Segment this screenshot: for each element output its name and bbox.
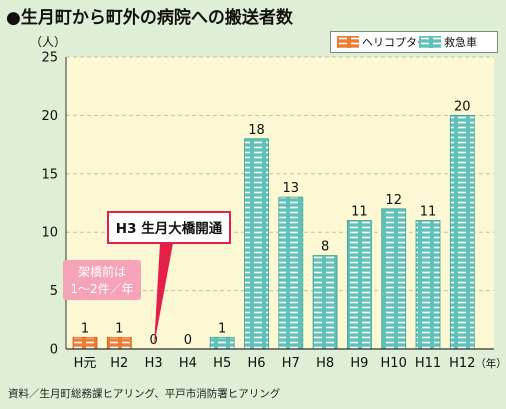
x-tick-label: H元 — [74, 356, 97, 371]
bar-helicopter — [72, 336, 98, 350]
bar-ambulance — [209, 336, 235, 350]
bar-ambulance — [381, 208, 407, 350]
data-label: 1 — [218, 321, 226, 336]
bars — [72, 115, 475, 350]
bridge-callout-box — [107, 211, 231, 244]
x-tick-label: H5 — [213, 356, 231, 371]
bridge-callout-pointer — [154, 243, 173, 346]
bar-ambulance — [346, 220, 372, 350]
bar-ambulance — [278, 196, 304, 350]
y-tick-label: 5 — [50, 284, 58, 299]
x-tick-label: H9 — [350, 356, 368, 371]
x-tick-label: H6 — [247, 356, 265, 371]
legend-item-ambulance: 救急車 — [419, 34, 477, 50]
data-label: 11 — [351, 205, 368, 220]
source-note: 資料／生月町総務課ヒアリング、平戸市消防署ヒアリング — [8, 388, 281, 400]
before-bridge-line2: 1～2件／年 — [70, 282, 133, 296]
y-tick-label: 0 — [50, 343, 58, 358]
data-label: 13 — [283, 181, 300, 196]
helicopter-swatch — [337, 36, 359, 48]
data-label: 8 — [321, 240, 329, 255]
data-label: 1 — [81, 321, 89, 336]
bridge-annotation: H3 生月大橋開通 — [107, 211, 231, 346]
bar-helicopter — [106, 336, 132, 350]
x-axis-label: （年） — [475, 357, 506, 370]
x-tick-label: H8 — [316, 356, 334, 371]
bar-ambulance — [244, 138, 269, 350]
axes — [65, 57, 494, 350]
data-label: 1 — [115, 321, 123, 336]
y-tick-label: 25 — [41, 51, 58, 66]
bar-ambulance — [449, 115, 475, 350]
x-tick-label: H10 — [381, 356, 407, 371]
legend: ヘリコプター 救急車 — [330, 31, 498, 53]
tick-and-data-labels: 0 5 10 15 20 25 （人） 1 H元 1 H2 0 H3 0 H4 1 H5 18 H6 13 H7 8 H8 1… — [30, 35, 506, 371]
data-label: 0 — [184, 333, 192, 348]
before-bridge-annotation: 架橋前は 1～2件／年 — [63, 260, 141, 300]
data-label: 18 — [248, 123, 265, 138]
before-bridge-line1: 架橋前は — [78, 264, 126, 279]
data-label: 11 — [420, 205, 437, 220]
y-tick-label: 15 — [41, 167, 58, 182]
legend-item-helicopter: ヘリコプター — [337, 34, 428, 50]
bar-ambulance — [312, 255, 338, 350]
data-label: 20 — [454, 99, 471, 114]
x-tick-label: H7 — [282, 356, 300, 371]
ambulance-swatch — [419, 36, 441, 48]
y-tick-label: 10 — [41, 226, 58, 241]
x-tick-label: H12 — [449, 356, 475, 371]
x-tick-label: H2 — [110, 356, 128, 371]
x-tick-label: H4 — [179, 356, 197, 371]
x-tick-label: H11 — [415, 356, 441, 371]
legend-label-helicopter: ヘリコプター — [362, 36, 428, 49]
legend-label-ambulance: 救急車 — [444, 36, 477, 49]
y-tick-label: 20 — [41, 109, 58, 124]
x-tick-label: H3 — [145, 356, 163, 371]
before-bridge-box — [63, 260, 141, 300]
bridge-callout-text: H3 生月大橋開通 — [116, 220, 223, 237]
data-label: 12 — [385, 193, 402, 208]
bar-ambulance — [415, 220, 441, 350]
data-label: 0 — [149, 333, 157, 348]
y-axis-label: （人） — [30, 35, 66, 49]
chart-title: ●生月町から町外の病院への搬送者数 — [6, 8, 293, 28]
